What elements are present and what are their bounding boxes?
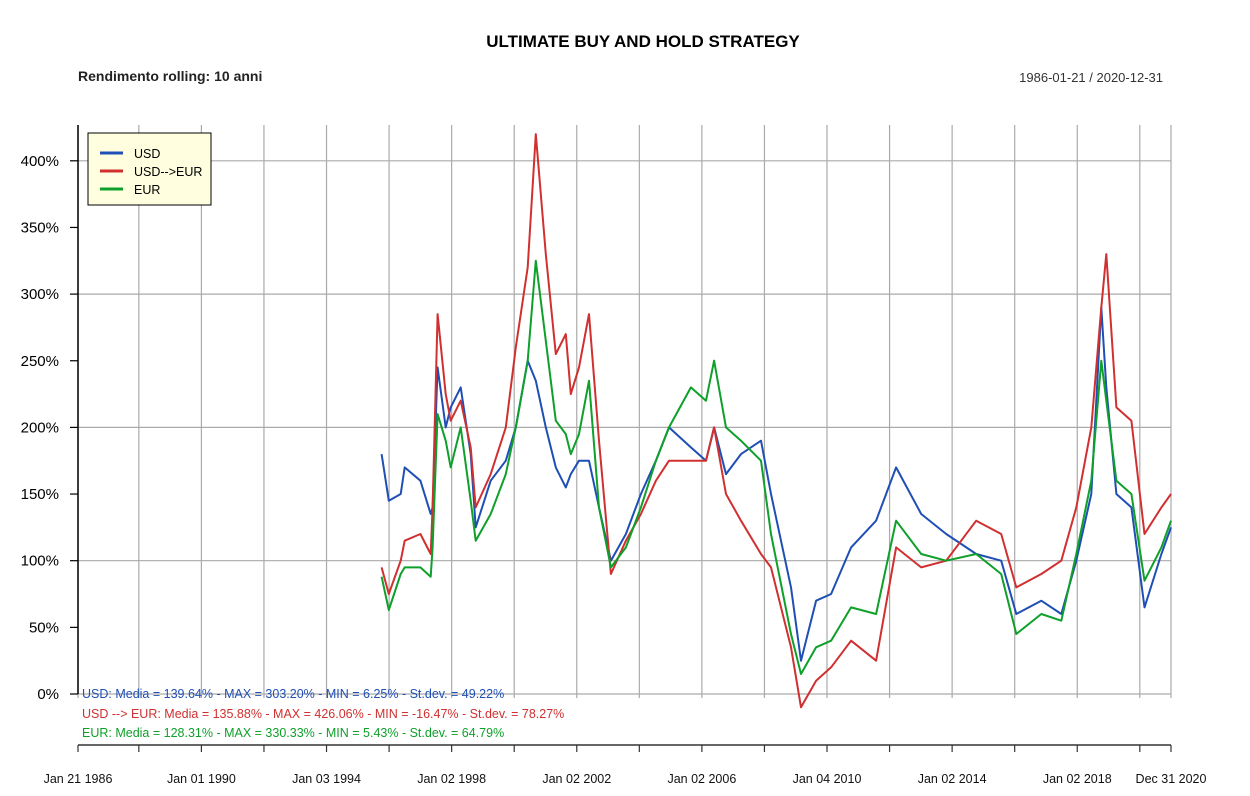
legend: USD USD-->EUR EUR bbox=[87, 132, 212, 206]
chart-title: ULTIMATE BUY AND HOLD STRATEGY bbox=[486, 32, 800, 51]
grid-lines bbox=[77, 125, 1172, 698]
series-line-usd bbox=[380, 306, 1172, 662]
x-tick-label: Jan 02 2018 bbox=[1043, 772, 1112, 786]
stats-usd-eur: USD --> EUR: Media = 135.88% - MAX = 426… bbox=[82, 707, 564, 721]
date-range-label: 1986-01-21 / 2020-12-31 bbox=[1019, 70, 1163, 85]
legend-label-usd: USD bbox=[134, 147, 160, 161]
x-tick-label: Dec 31 2020 bbox=[1136, 772, 1207, 786]
y-tick-label: 150% bbox=[21, 486, 59, 503]
x-tick-label: Jan 02 2002 bbox=[542, 772, 611, 786]
y-tick-label: 250% bbox=[21, 353, 59, 370]
chart-subtitle: Rendimento rolling: 10 anni bbox=[78, 68, 262, 84]
series-line-eur bbox=[380, 259, 1172, 675]
y-tick-label: 0% bbox=[37, 686, 59, 703]
y-tick-label: 350% bbox=[21, 219, 59, 236]
series-stats: USD: Media = 139.64% - MAX = 303.20% - M… bbox=[82, 687, 564, 740]
x-tick-label: Jan 21 1986 bbox=[44, 772, 113, 786]
x-axis: Jan 21 1986 Jan 01 1990 Jan 03 1994 Jan 02 … bbox=[44, 744, 1207, 786]
x-tick-label: Jan 01 1990 bbox=[167, 772, 236, 786]
y-tick-label: 400% bbox=[21, 153, 59, 170]
series-lines bbox=[380, 133, 1172, 709]
y-tick-label: 100% bbox=[21, 553, 59, 570]
y-axis: 0% 50% 100% 150% 200% 250% 300% 350% 400% bbox=[21, 125, 79, 703]
stats-eur: EUR: Media = 128.31% - MAX = 330.33% - M… bbox=[82, 726, 504, 740]
x-tick-label: Jan 02 1998 bbox=[417, 772, 486, 786]
x-tick-label: Jan 04 2010 bbox=[793, 772, 862, 786]
legend-box bbox=[87, 132, 212, 206]
stats-usd: USD: Media = 139.64% - MAX = 303.20% - M… bbox=[82, 687, 504, 701]
legend-label-eur: EUR bbox=[134, 183, 160, 197]
y-tick-label: 200% bbox=[21, 419, 59, 436]
y-tick-label: 50% bbox=[29, 619, 59, 636]
series-line-usd-eur bbox=[380, 133, 1172, 709]
x-tick-label: Jan 02 2014 bbox=[918, 772, 987, 786]
y-tick-label: 300% bbox=[21, 286, 59, 303]
x-tick-label: Jan 02 2006 bbox=[667, 772, 736, 786]
legend-label-usd-eur: USD-->EUR bbox=[134, 165, 202, 179]
x-tick-label: Jan 03 1994 bbox=[292, 772, 361, 786]
